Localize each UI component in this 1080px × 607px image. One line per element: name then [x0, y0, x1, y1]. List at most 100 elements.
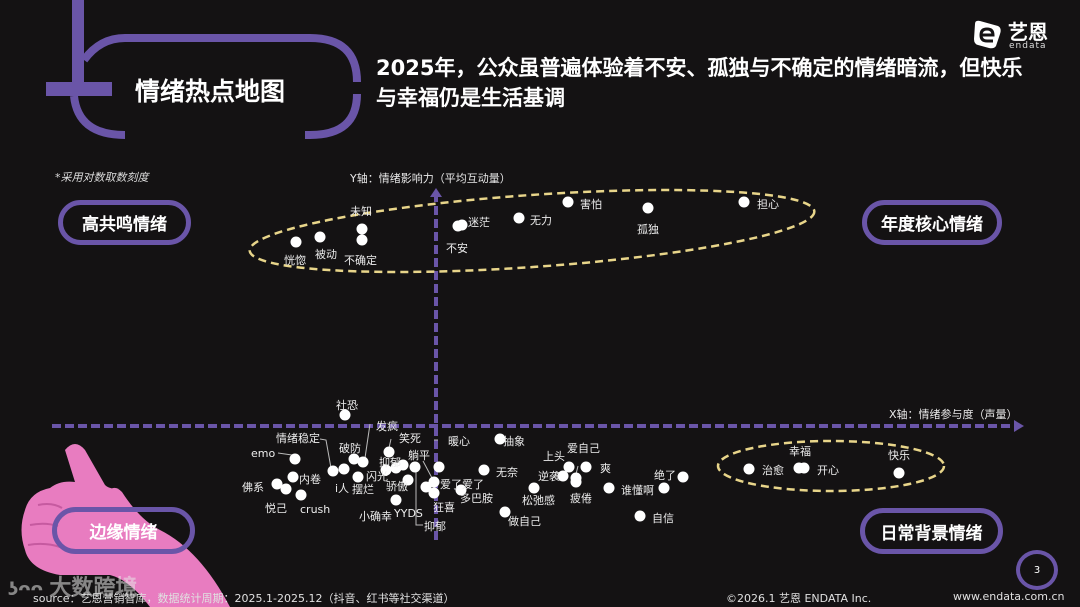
point-label: 躺平 — [408, 449, 430, 462]
point-dot — [563, 461, 575, 473]
point-label: 摆烂 — [352, 483, 374, 496]
copyright: ©2026.1 艺恩 ENDATA Inc. — [726, 592, 872, 605]
watermark: ʖᴖᴖ 大数跨境 — [8, 570, 137, 602]
point-dot — [356, 223, 368, 235]
title-frame-decoration — [46, 0, 361, 139]
point-label: YYDS — [394, 507, 423, 520]
point-label: 被动 — [315, 248, 337, 261]
point-dot — [478, 464, 490, 476]
point-dot — [338, 463, 350, 475]
point-label: 暖心 — [448, 435, 470, 448]
point-dot — [339, 409, 351, 421]
point-label: 谁懂啊 — [621, 484, 654, 497]
point-label: 绝了 — [654, 469, 676, 482]
point-label: 狂喜 — [433, 501, 455, 514]
point-label: 无力 — [530, 214, 552, 227]
point-label: 不安 — [446, 242, 468, 255]
point-dot — [738, 196, 750, 208]
point-label: 爱自己 — [567, 442, 600, 455]
point-dot — [383, 446, 395, 458]
point-dot — [271, 478, 283, 490]
daily-background-ellipse — [716, 439, 946, 493]
point-dot — [390, 494, 402, 506]
point-dot — [402, 474, 414, 486]
point-dot — [642, 202, 654, 214]
point-dot — [280, 483, 292, 495]
point-dot — [580, 461, 592, 473]
website-link[interactable]: www.endata.com.cn — [953, 590, 1065, 603]
point-dot — [513, 212, 525, 224]
point-dot — [677, 471, 689, 483]
point-label: 不确定 — [344, 254, 377, 267]
point-dot — [456, 219, 468, 231]
scale-note: *采用对数取数刻度 — [55, 171, 149, 184]
point-label: 做自己 — [508, 515, 541, 528]
headline: 2025年，公众虽普遍体验着不安、孤独与不确定的情绪暗流，但快乐与幸福仍是生活基… — [376, 56, 1023, 110]
point-dot — [352, 471, 364, 483]
point-label: 上头 — [543, 450, 565, 463]
y-axis-label: Y轴：情绪影响力（平均互动量） — [350, 172, 511, 185]
point-label: 迷茫 — [468, 216, 490, 229]
page-number: 3 — [1033, 564, 1041, 576]
point-dot — [428, 487, 440, 499]
point-dot — [380, 464, 392, 476]
point-label: 幸福 — [789, 445, 811, 458]
point-dot — [409, 461, 421, 473]
point-label: 松弛感 — [522, 494, 555, 507]
watermark-text: 大数跨境 — [49, 576, 138, 601]
point-dot — [562, 196, 574, 208]
point-dot — [455, 484, 467, 496]
high-resonance-ellipse — [248, 188, 816, 274]
point-label: 悦己 — [265, 502, 287, 515]
point-label: 疲倦 — [570, 492, 592, 505]
point-dot — [428, 476, 440, 488]
point-label: 情绪稳定 — [276, 432, 320, 445]
point-label: 发疯 — [376, 420, 398, 433]
point-dot — [494, 433, 506, 445]
point-label: 孤独 — [637, 223, 659, 236]
watermark-logo-icon: ʖᴖᴖ — [8, 579, 50, 600]
point-dot — [658, 482, 670, 494]
point-dot — [295, 489, 307, 501]
point-dot — [893, 467, 905, 479]
section-title: 情绪热点地图 — [135, 77, 286, 106]
point-label: 快乐 — [888, 449, 910, 462]
point-dot — [327, 465, 339, 477]
point-dot — [314, 231, 326, 243]
point-dot — [743, 463, 755, 475]
point-label: 开心 — [817, 464, 839, 477]
point-label: 担心 — [757, 198, 779, 211]
point-dot — [433, 461, 445, 473]
point-dot — [499, 506, 511, 518]
endata-logo-icon — [974, 20, 1001, 49]
point-label: 破防 — [339, 442, 361, 455]
point-dot — [634, 510, 646, 522]
point-dot — [289, 453, 301, 465]
point-label: 内卷 — [299, 473, 321, 486]
point-dot — [290, 236, 302, 248]
quadrant-annual-core: 年度核心情绪 — [862, 200, 1002, 245]
point-label: crush — [300, 503, 331, 516]
point-dot — [420, 481, 432, 493]
page-number-badge: 3 — [1016, 550, 1058, 590]
point-dot — [357, 456, 369, 468]
point-label: 治愈 — [762, 464, 784, 477]
quadrant-high-resonance: 高共鸣情绪 — [58, 200, 191, 245]
point-dot — [397, 459, 409, 471]
point-dot — [557, 470, 569, 482]
point-label: 恍惚 — [284, 254, 306, 267]
point-label: 无奈 — [496, 466, 518, 479]
point-label: 小确幸 — [359, 510, 392, 523]
point-label: 骄傲 — [386, 480, 408, 493]
point-label: 抽象 — [503, 435, 525, 448]
source-note: source：艺恩营销智库，数据统计周期：2025.1-2025.12（抖音、红… — [33, 592, 455, 605]
point-dot — [528, 482, 540, 494]
x-axis-label: X轴：情绪参与度（声量） — [889, 408, 1018, 421]
point-label: 自信 — [652, 512, 674, 525]
point-label: 害怕 — [580, 198, 602, 211]
point-label: 笑死 — [399, 432, 421, 445]
point-dot — [603, 482, 615, 494]
point-label: 佛系 — [242, 481, 264, 494]
brand-logo: 艺恩 endata — [972, 16, 1072, 52]
point-label: 闪光 — [366, 470, 388, 483]
